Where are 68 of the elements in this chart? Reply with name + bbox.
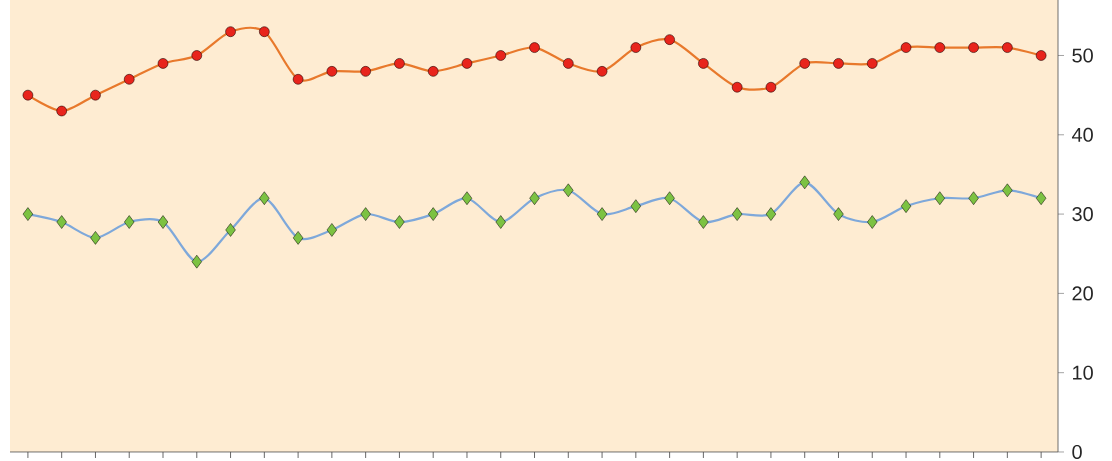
point: [934, 42, 946, 53]
point: [630, 199, 641, 213]
point: [56, 105, 67, 117]
point: [900, 42, 912, 53]
point: [326, 223, 337, 237]
point: [934, 191, 945, 205]
point: [765, 207, 777, 221]
point: [360, 207, 371, 221]
point: [225, 26, 236, 37]
point: [123, 74, 135, 85]
point: [292, 231, 304, 245]
point: [292, 74, 304, 85]
point: [867, 215, 878, 229]
y-tick-label: 0: [1072, 444, 1082, 460]
point: [124, 215, 135, 229]
point: [732, 207, 743, 221]
point: [495, 50, 506, 61]
point: [191, 254, 202, 269]
point: [56, 215, 67, 229]
point: [259, 26, 270, 37]
point: [360, 66, 371, 77]
point: [428, 207, 439, 221]
point: [765, 81, 777, 93]
point: [731, 81, 743, 93]
point: [1036, 191, 1047, 205]
point: [596, 66, 608, 77]
point: [867, 58, 878, 69]
y-tick-label: 30: [1072, 207, 1093, 222]
point: [529, 42, 540, 53]
point: [22, 207, 34, 221]
point: [191, 50, 203, 61]
point: [495, 215, 506, 229]
point: [799, 58, 810, 69]
point: [427, 66, 439, 77]
point: [259, 191, 270, 205]
point: [461, 191, 473, 205]
y-tick-label: 50: [1072, 48, 1093, 63]
point: [90, 231, 101, 245]
point: [596, 207, 608, 221]
point: [1002, 183, 1013, 198]
point: [833, 58, 844, 69]
y-tick-label: 20: [1072, 286, 1093, 301]
y-tick-label: 40: [1071, 127, 1093, 142]
point: [1002, 42, 1013, 53]
point: [968, 191, 979, 205]
point: [664, 191, 675, 205]
point: [698, 58, 709, 69]
point: [394, 58, 405, 69]
point: [563, 58, 574, 69]
point: [630, 42, 642, 53]
point: [90, 89, 101, 101]
point: [563, 183, 574, 198]
point: [799, 175, 810, 190]
point: [157, 215, 169, 229]
point: [529, 191, 540, 205]
point: [698, 215, 709, 229]
y-tick-label: 10: [1073, 365, 1093, 380]
point: [157, 58, 169, 69]
point: [833, 207, 844, 221]
point: [394, 215, 405, 229]
point: [900, 199, 912, 213]
point: [1035, 50, 1047, 61]
point: [225, 223, 236, 237]
point: [22, 89, 34, 101]
point: [968, 42, 979, 53]
point: [664, 34, 675, 45]
point: [461, 58, 473, 69]
point: [326, 66, 338, 77]
